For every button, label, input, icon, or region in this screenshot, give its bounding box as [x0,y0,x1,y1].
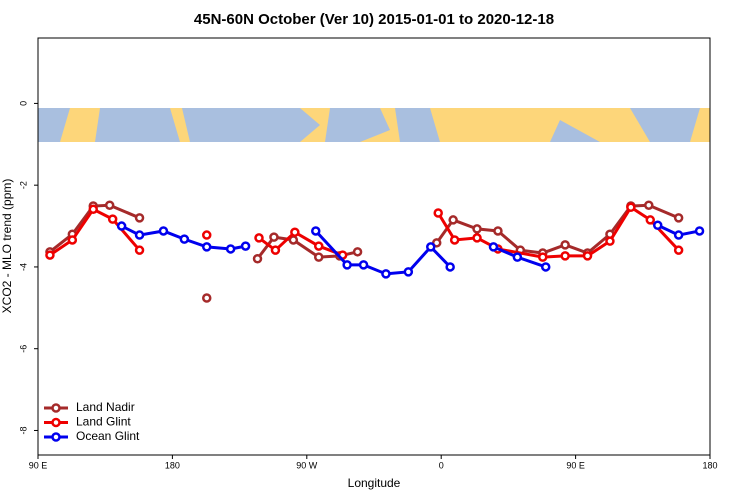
point [431,238,442,248]
point [104,200,115,210]
point [201,293,212,303]
point [605,236,615,246]
x-tick-label: 0 [439,460,444,470]
point [472,233,482,243]
point [560,240,570,250]
point [134,230,145,240]
point [269,232,279,242]
point [225,244,236,254]
point [116,221,127,231]
point [448,215,458,225]
point [270,245,281,255]
point [67,235,78,245]
point [352,247,363,257]
x-tick-label: 180 [165,460,180,470]
point [45,250,55,260]
legend-marker [51,417,61,428]
x-tick-label: 90 E [566,460,585,470]
point [449,235,460,245]
y-axis-label: XCO2 - MLO trend (ppm) [0,179,14,314]
point [107,214,118,224]
point [134,245,145,255]
point [445,262,455,272]
point [311,226,321,236]
legend-label: Land Glint [76,415,131,429]
point [626,202,636,213]
y-tick-label: -8 [18,426,28,434]
point [290,227,300,237]
point [673,213,684,223]
point [358,260,369,270]
point [158,226,169,236]
y-tick-label: -4 [18,263,28,271]
point [425,242,436,252]
point [537,252,548,262]
x-tick-label: 90 E [29,460,48,470]
chart-title: 45N-60N October (Ver 10) 2015-01-01 to 2… [194,11,554,28]
point [560,251,570,261]
point [582,251,593,261]
point [201,230,212,240]
point [254,233,264,243]
map-strip [38,108,710,142]
point [313,252,324,262]
point [488,242,499,252]
legend-label: Ocean Glint [76,429,140,443]
point [540,262,551,272]
point [673,230,684,240]
legend-marker [51,403,61,413]
point [644,200,654,210]
point [652,220,663,230]
point [179,234,190,244]
point [403,267,414,277]
point [201,242,212,252]
point [433,208,443,218]
x-tick-label: 180 [702,460,717,470]
y-tick-label: 0 [18,101,28,106]
point [694,226,705,236]
point [240,241,251,251]
y-tick-label: -6 [18,345,28,353]
point [673,245,684,255]
legend-marker [51,432,61,442]
point [313,241,324,251]
plot-frame [37,37,711,456]
point [512,252,523,262]
point [88,204,99,215]
point [252,254,263,264]
point [493,226,503,236]
point [472,224,482,234]
x-axis-label: Longitude [348,476,401,490]
point [134,213,145,223]
x-tick-label: 90 W [296,460,318,470]
y-tick-label: -2 [18,181,28,189]
point [342,260,352,270]
legend-label: Land Nadir [76,400,135,414]
point [381,269,391,279]
point [645,215,656,225]
